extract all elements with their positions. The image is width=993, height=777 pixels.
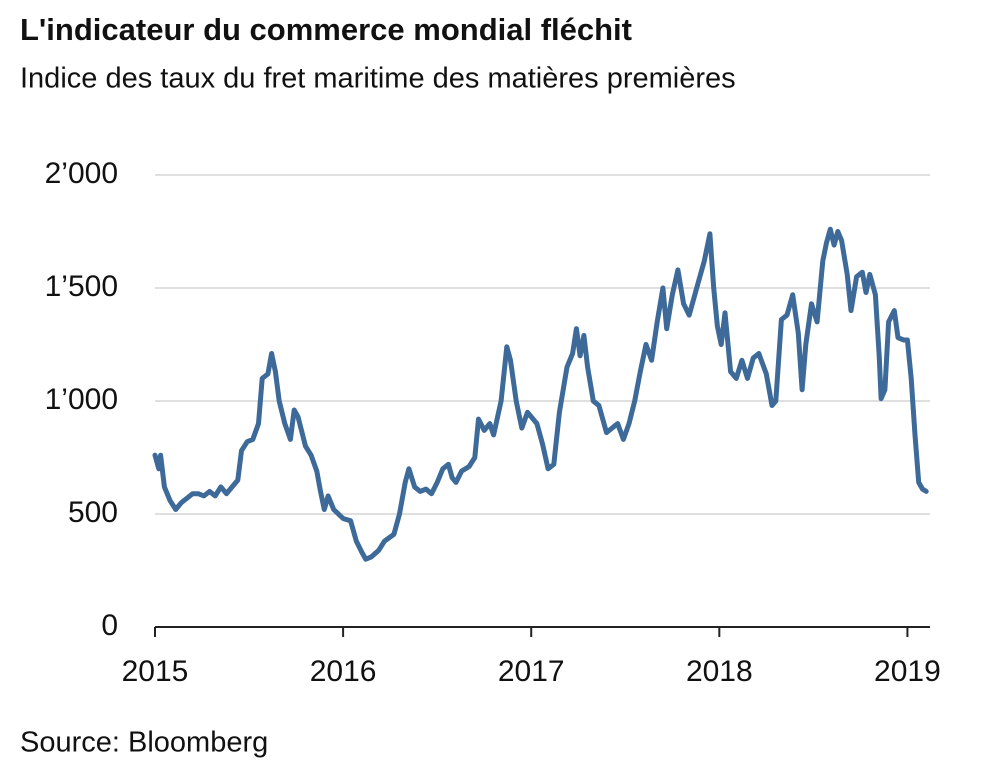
- x-tick-label: 2019: [874, 655, 941, 688]
- y-tick-label: 0: [101, 609, 118, 642]
- y-tick-label: 500: [68, 496, 118, 529]
- chart-subtitle: Indice des taux du fret maritime des mat…: [20, 63, 736, 95]
- y-tick-label: 2’000: [45, 157, 118, 190]
- x-tick-label: 2018: [686, 655, 753, 688]
- y-tick-label: 1’500: [45, 270, 118, 303]
- x-tick-label: 2016: [310, 655, 377, 688]
- x-tick-label: 2017: [498, 655, 565, 688]
- line: [152, 226, 929, 562]
- source: Source: Bloomberg: [20, 727, 268, 759]
- x-tick-label: 2015: [122, 655, 189, 688]
- chart-title: L'indicateur du commerce mondial fléchit: [20, 12, 632, 47]
- y-tick-label: 1’000: [45, 383, 118, 416]
